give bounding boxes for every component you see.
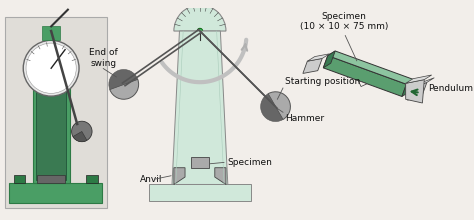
FancyBboxPatch shape <box>14 175 25 183</box>
Wedge shape <box>174 5 226 31</box>
Polygon shape <box>174 168 185 184</box>
Text: Hammer: Hammer <box>285 114 324 123</box>
Polygon shape <box>307 54 329 61</box>
Polygon shape <box>406 80 424 103</box>
FancyBboxPatch shape <box>37 175 65 183</box>
Text: Scale: Scale <box>0 219 1 220</box>
Polygon shape <box>215 168 226 184</box>
Wedge shape <box>261 94 283 121</box>
Polygon shape <box>402 80 414 97</box>
FancyBboxPatch shape <box>36 92 66 180</box>
FancyBboxPatch shape <box>9 183 102 203</box>
Polygon shape <box>323 56 406 97</box>
Text: Specimen
(10 × 10 × 75 mm): Specimen (10 × 10 × 75 mm) <box>300 12 388 31</box>
FancyBboxPatch shape <box>42 26 61 40</box>
FancyBboxPatch shape <box>191 157 209 168</box>
Circle shape <box>197 28 203 34</box>
Circle shape <box>72 121 92 142</box>
Circle shape <box>26 43 76 93</box>
Text: Specimen: Specimen <box>228 158 273 167</box>
Polygon shape <box>328 51 414 84</box>
FancyBboxPatch shape <box>5 17 107 208</box>
Text: Starting position: Starting position <box>285 77 360 86</box>
Polygon shape <box>408 82 427 100</box>
Polygon shape <box>406 75 432 83</box>
Wedge shape <box>268 92 291 119</box>
Text: Pendulum: Pendulum <box>428 84 473 93</box>
FancyBboxPatch shape <box>86 175 98 183</box>
Wedge shape <box>109 70 138 90</box>
FancyBboxPatch shape <box>33 52 70 183</box>
Polygon shape <box>358 81 367 86</box>
Circle shape <box>23 40 79 96</box>
Polygon shape <box>412 78 434 88</box>
Text: Anvil: Anvil <box>139 175 162 184</box>
FancyBboxPatch shape <box>149 184 251 201</box>
Wedge shape <box>73 132 87 142</box>
Wedge shape <box>110 79 138 99</box>
Polygon shape <box>323 51 335 68</box>
Polygon shape <box>172 31 228 184</box>
Text: End of
swing: End of swing <box>89 48 118 68</box>
Polygon shape <box>303 59 322 73</box>
